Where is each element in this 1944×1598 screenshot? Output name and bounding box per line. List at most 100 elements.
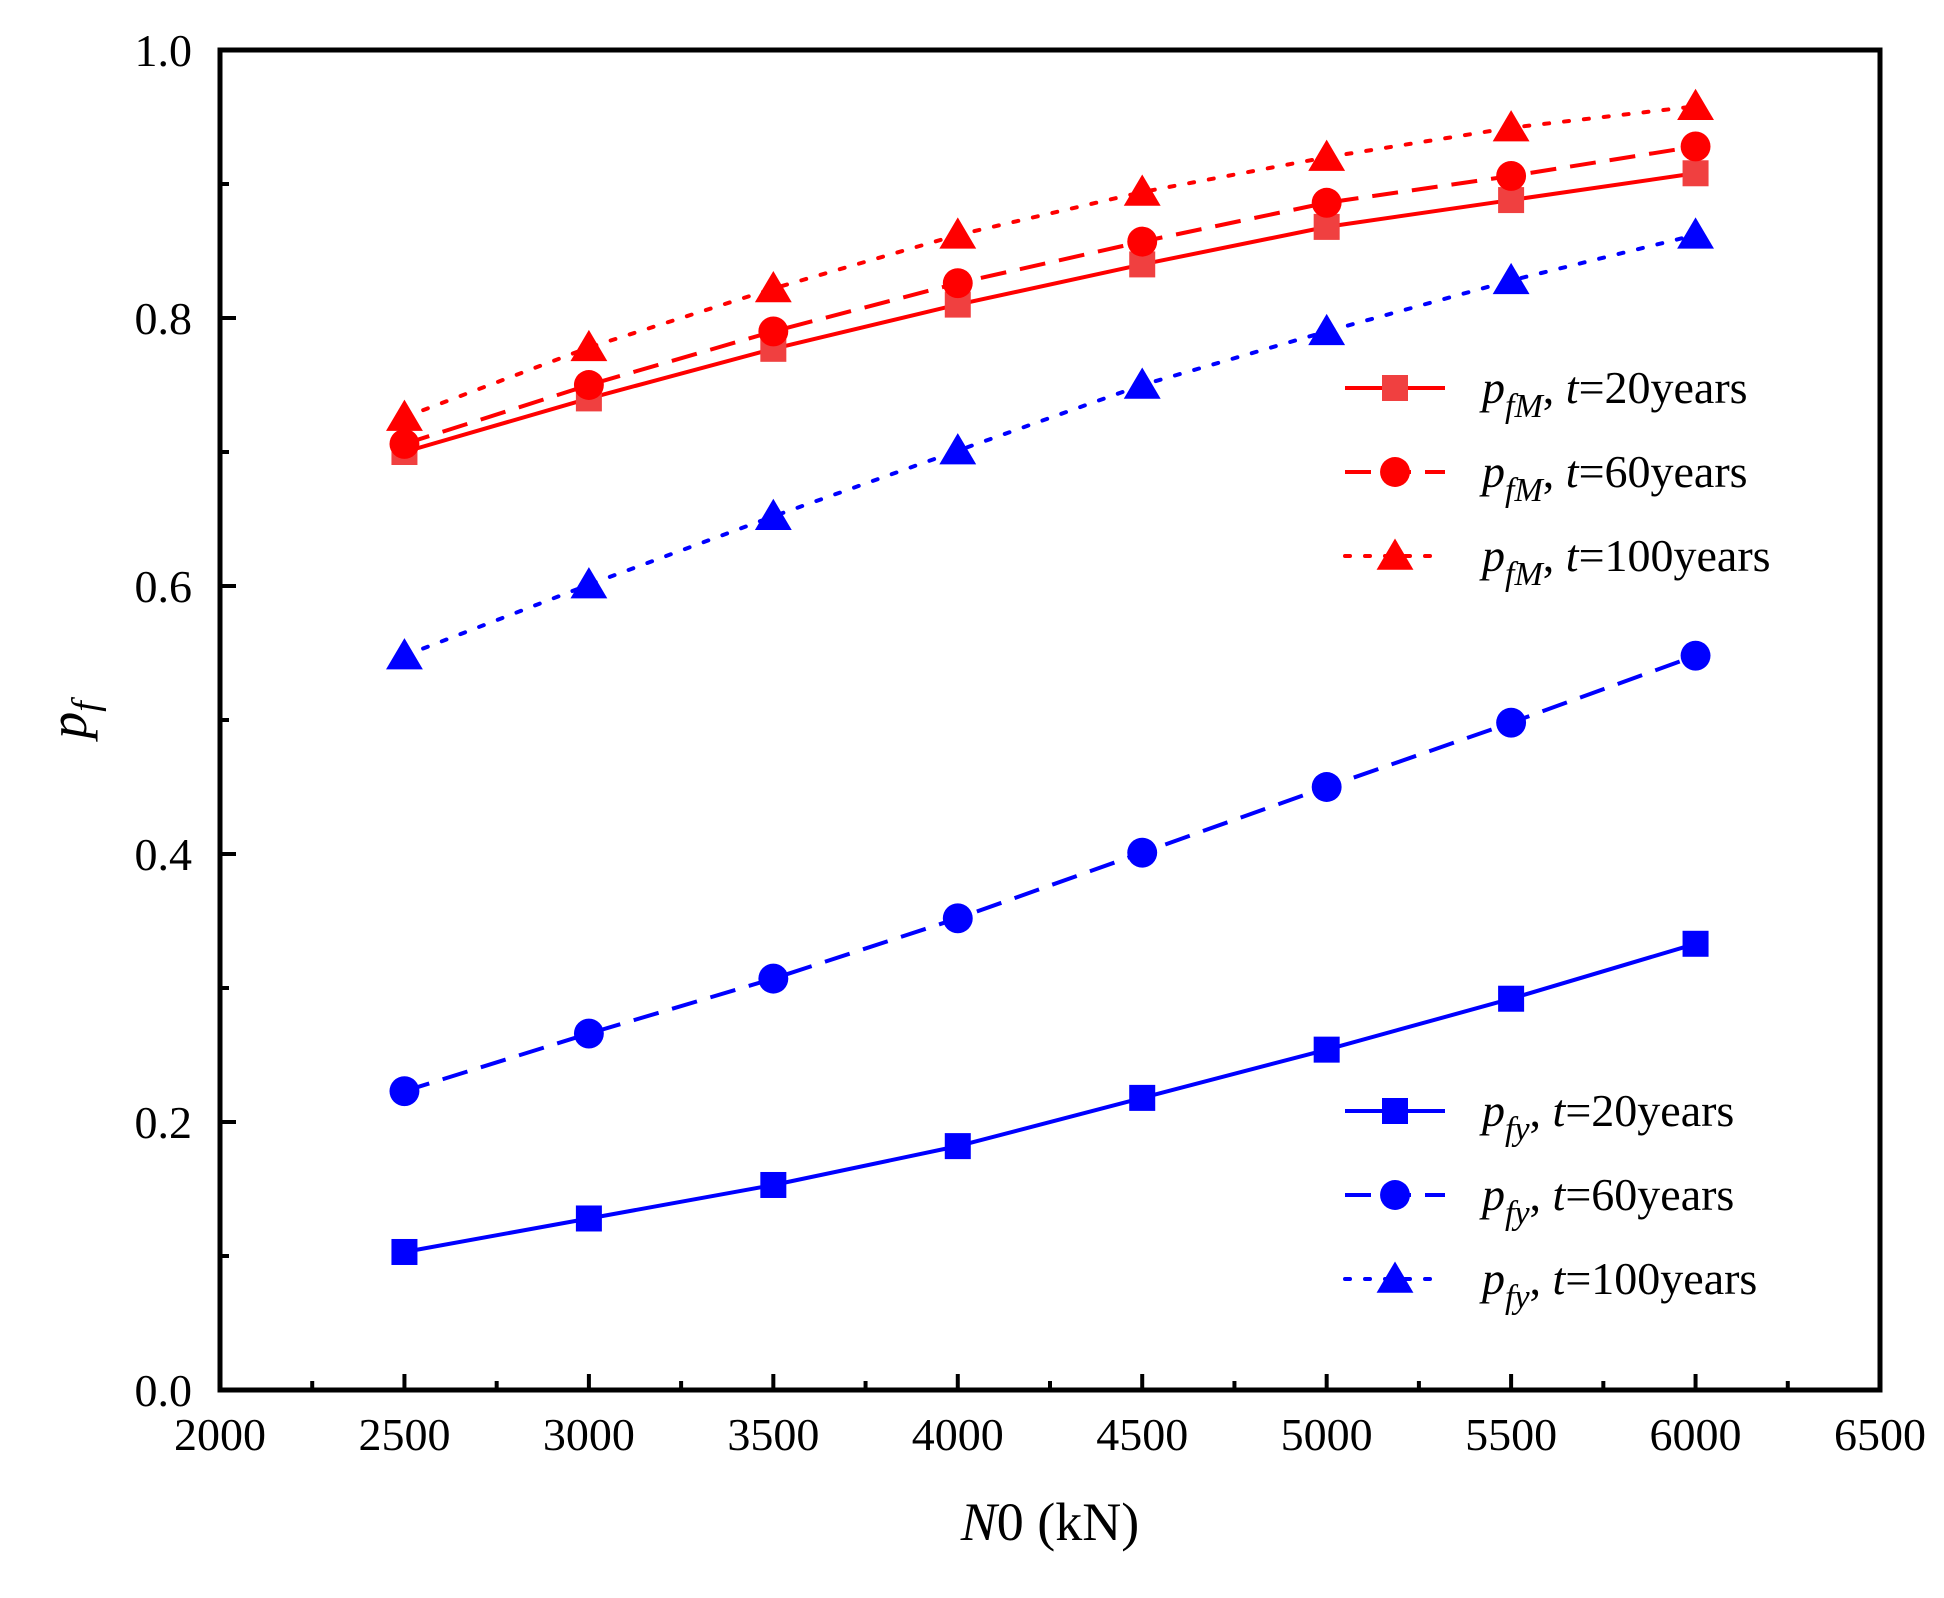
x-tick-label: 4500 bbox=[1096, 1409, 1188, 1460]
y-tick-label: 1.0 bbox=[135, 25, 193, 76]
y-axis-title-base: p bbox=[38, 712, 98, 743]
legend-sub: fy bbox=[1505, 1195, 1530, 1232]
data-point-pfy-60 bbox=[573, 1018, 604, 1049]
x-axis: 2000 2500 3000 3500 4000 4500 5000 5500 6000 6500 bbox=[174, 1374, 1926, 1460]
y-axis: 0.0 0.2 0.4 0.6 0.8 1.0 bbox=[135, 25, 236, 1416]
data-point-pfy-100 bbox=[1492, 262, 1530, 295]
legend-years: =100years bbox=[1565, 1253, 1757, 1304]
series-line-pfy-20 bbox=[404, 941, 1697, 1254]
legend-marker-pfM-20 bbox=[1382, 375, 1408, 401]
x-axis-title-italic: N bbox=[960, 1492, 1000, 1552]
legend-p: p bbox=[1479, 446, 1505, 497]
legend-years: =20years bbox=[1579, 362, 1748, 413]
series-line-pfM-60 bbox=[403, 144, 1696, 446]
legend-t: t bbox=[1553, 1085, 1567, 1136]
legend-sub: fy bbox=[1505, 1111, 1530, 1148]
legend-p: p bbox=[1479, 1085, 1505, 1136]
y-tick-label: 0.4 bbox=[135, 829, 193, 880]
x-tick-label: 5500 bbox=[1465, 1409, 1557, 1460]
data-point-pfy-20 bbox=[944, 1133, 971, 1160]
data-point-pfy-60 bbox=[1127, 837, 1158, 868]
data-point-pfy-100 bbox=[939, 433, 977, 465]
legend-comma: , bbox=[1530, 1085, 1553, 1136]
data-point-pfM-20 bbox=[1682, 160, 1709, 187]
legend-marker-pfy-60 bbox=[1380, 1180, 1410, 1210]
data-point-pfy-20 bbox=[1129, 1084, 1156, 1111]
legend-years: =20years bbox=[1565, 1085, 1734, 1136]
series-pfM-60 bbox=[389, 131, 1711, 459]
legend-item-pfM-60: pfM, t=60years bbox=[1345, 446, 1748, 509]
data-point-pfy-20 bbox=[391, 1238, 418, 1265]
legend-label-pfM-60: pfM, t=60years bbox=[1479, 446, 1748, 509]
y-axis-title-sub: f bbox=[65, 697, 107, 712]
y-tick-label: 0.8 bbox=[135, 293, 193, 344]
legend-t: t bbox=[1566, 362, 1580, 413]
legend-years: =60years bbox=[1565, 1169, 1734, 1220]
x-tick-label: 3000 bbox=[543, 1409, 635, 1460]
data-point-pfM-60 bbox=[942, 268, 973, 299]
data-point-pfy-60 bbox=[389, 1076, 420, 1107]
data-point-pfM-60 bbox=[1127, 226, 1158, 257]
data-point-pfM-60 bbox=[758, 316, 789, 347]
x-tick-label: 2500 bbox=[358, 1409, 450, 1460]
x-tick-label: 6500 bbox=[1834, 1409, 1926, 1460]
data-point-pfy-20 bbox=[575, 1205, 602, 1232]
legend-label-pfy-20: pfy, t=20years bbox=[1479, 1085, 1734, 1148]
data-point-pfy-60 bbox=[1680, 640, 1711, 671]
legend-years: =60years bbox=[1579, 446, 1748, 497]
data-point-pfy-60 bbox=[1496, 707, 1527, 738]
data-point-pfM-100 bbox=[1123, 174, 1161, 206]
y-tick-label: 0.6 bbox=[135, 561, 193, 612]
legend-item-pfy-20: pfy, t=20years bbox=[1345, 1085, 1734, 1148]
data-point-pfy-100 bbox=[386, 638, 423, 670]
y-axis-title: pf bbox=[38, 697, 107, 743]
series-pfM-100 bbox=[386, 88, 1714, 431]
legend-item-pfy-60: pfy, t=60years bbox=[1345, 1169, 1734, 1232]
x-axis-title-rest: 0 (kN) bbox=[997, 1492, 1139, 1552]
legend-p: p bbox=[1479, 1169, 1505, 1220]
x-axis-title: N0 (kN) bbox=[960, 1492, 1140, 1552]
data-point-pfM-20 bbox=[1313, 213, 1340, 240]
data-point-pfM-100 bbox=[1492, 110, 1530, 142]
data-point-pfM-100 bbox=[939, 217, 977, 249]
series-pfy-100 bbox=[386, 217, 1714, 670]
data-point-pfy-100 bbox=[570, 567, 608, 599]
data-point-pfM-60 bbox=[389, 429, 420, 459]
legend-item-pfM-100: pfM, t=100years bbox=[1343, 530, 1771, 593]
legend-label-pfy-100: pfy, t=100years bbox=[1479, 1253, 1757, 1316]
data-point-pfy-20 bbox=[1682, 930, 1709, 957]
data-point-pfy-100 bbox=[1677, 217, 1714, 249]
series-pfy-60 bbox=[389, 640, 1711, 1107]
x-tick-label: 6000 bbox=[1650, 1409, 1742, 1460]
data-point-pfM-20 bbox=[1498, 187, 1525, 214]
data-point-pfM-60 bbox=[1680, 131, 1711, 162]
legend-label-pfy-60: pfy, t=60years bbox=[1479, 1169, 1734, 1232]
legend-sub: fM bbox=[1505, 556, 1544, 593]
series-layer bbox=[386, 88, 1714, 1265]
data-point-pfy-100 bbox=[1123, 367, 1161, 399]
data-point-pfM-100 bbox=[754, 270, 792, 303]
x-tick-label: 5000 bbox=[1281, 1409, 1373, 1460]
legend-comma: , bbox=[1530, 1253, 1553, 1304]
x-tick-label: 3500 bbox=[727, 1409, 819, 1460]
data-point-pfM-100 bbox=[386, 399, 423, 431]
legend-comma: , bbox=[1543, 446, 1566, 497]
data-point-pfy-20 bbox=[1498, 985, 1525, 1012]
legend-item-pfM-20: pfM, t=20years bbox=[1345, 362, 1748, 425]
y-tick-label: 0.0 bbox=[135, 1365, 193, 1416]
legend-label-pfM-20: pfM, t=20years bbox=[1479, 362, 1748, 425]
data-point-pfy-20 bbox=[1313, 1036, 1340, 1063]
legend-marker-pfy-20 bbox=[1382, 1098, 1408, 1124]
legend-t: t bbox=[1553, 1169, 1567, 1220]
legend-marker-pfy-100 bbox=[1376, 1261, 1414, 1293]
legend-sub: fM bbox=[1505, 472, 1544, 509]
legend-item-pfy-100: pfy, t=100years bbox=[1343, 1253, 1757, 1316]
legend-t: t bbox=[1566, 446, 1580, 497]
data-point-pfM-100 bbox=[570, 329, 608, 362]
series-line-pfy-60 bbox=[403, 653, 1697, 1094]
legend-comma: , bbox=[1543, 362, 1566, 413]
